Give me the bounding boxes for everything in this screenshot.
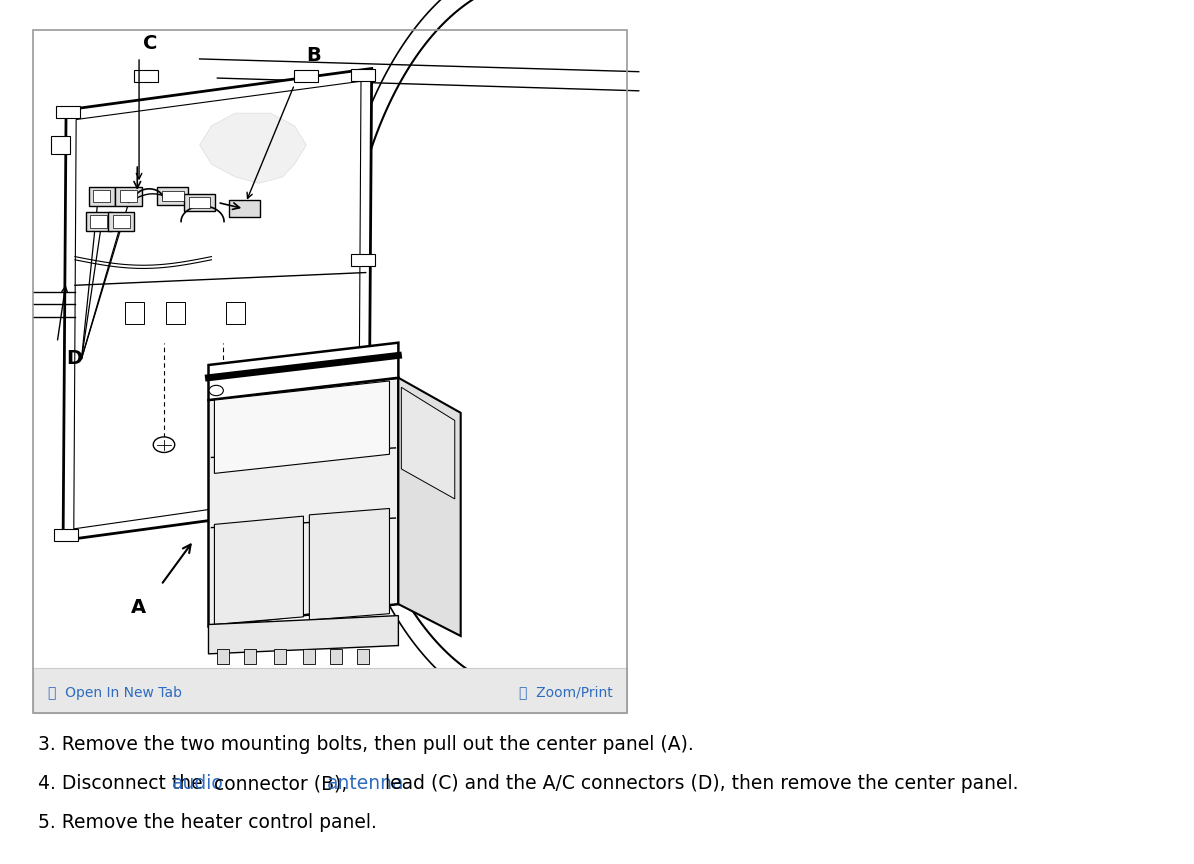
- Bar: [217, 649, 229, 664]
- Circle shape: [209, 385, 223, 396]
- Text: 5. Remove the heater control panel.: 5. Remove the heater control panel.: [38, 813, 377, 832]
- Bar: [162, 191, 184, 201]
- Polygon shape: [209, 378, 399, 626]
- Bar: [352, 490, 376, 502]
- Bar: [86, 212, 112, 231]
- Polygon shape: [63, 68, 371, 540]
- Circle shape: [153, 437, 174, 453]
- Bar: [351, 69, 375, 81]
- Bar: [116, 187, 142, 206]
- Bar: [189, 197, 210, 207]
- Bar: [121, 190, 137, 202]
- Bar: [88, 187, 115, 206]
- Bar: [33, 668, 627, 713]
- Text: ⬞  Open In New Tab: ⬞ Open In New Tab: [48, 685, 181, 700]
- Bar: [158, 187, 189, 205]
- Bar: [184, 194, 215, 211]
- Text: B: B: [307, 47, 321, 66]
- Bar: [295, 70, 319, 82]
- Text: antenna: antenna: [327, 774, 405, 793]
- Bar: [330, 649, 341, 664]
- Bar: [244, 649, 256, 664]
- Text: connector (B),: connector (B),: [209, 774, 353, 793]
- Bar: [113, 215, 130, 227]
- Polygon shape: [209, 615, 399, 654]
- Text: 3. Remove the two mounting bolts, then pull out the center panel (A).: 3. Remove the two mounting bolts, then p…: [38, 735, 694, 754]
- Bar: [273, 649, 285, 664]
- Bar: [228, 200, 259, 218]
- Bar: [91, 215, 107, 227]
- Polygon shape: [309, 508, 389, 620]
- Polygon shape: [401, 387, 455, 499]
- Bar: [351, 254, 375, 266]
- Polygon shape: [399, 378, 461, 636]
- Text: audio: audio: [172, 774, 223, 793]
- Bar: [56, 105, 80, 118]
- Text: 4. Disconnect the: 4. Disconnect the: [38, 774, 209, 793]
- Text: 🔍  Zoom/Print: 🔍 Zoom/Print: [518, 685, 613, 700]
- Bar: [33, 30, 627, 713]
- Text: A: A: [131, 598, 147, 617]
- Text: C: C: [142, 34, 158, 53]
- Polygon shape: [199, 113, 307, 183]
- Bar: [357, 649, 369, 664]
- Bar: [33, 30, 627, 713]
- Polygon shape: [215, 381, 389, 473]
- Bar: [166, 302, 185, 324]
- Text: D: D: [66, 349, 82, 368]
- Bar: [124, 302, 143, 324]
- Bar: [50, 137, 69, 154]
- Text: lead (C) and the A/C connectors (D), then remove the center panel.: lead (C) and the A/C connectors (D), the…: [378, 774, 1018, 793]
- Polygon shape: [209, 343, 399, 400]
- Bar: [134, 70, 158, 82]
- Bar: [303, 649, 315, 664]
- Bar: [93, 190, 110, 202]
- Circle shape: [213, 424, 234, 440]
- Bar: [54, 529, 78, 541]
- Bar: [226, 302, 245, 324]
- Bar: [109, 212, 135, 231]
- Polygon shape: [215, 516, 303, 625]
